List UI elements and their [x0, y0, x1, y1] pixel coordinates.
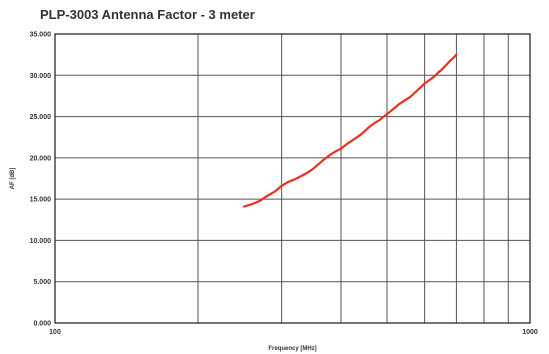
- series-line: [242, 53, 458, 208]
- y-axis-label: AF [dB]: [10, 168, 16, 190]
- x-tick-label: 100: [49, 329, 61, 336]
- y-tick-label: 25.000: [30, 114, 52, 121]
- chart-grid: [55, 34, 530, 323]
- y-tick-label: 30.000: [30, 73, 52, 80]
- series-layer: [242, 53, 458, 208]
- tick-labels: 0.000 5.000 10.000 15.000 20.000 25.000 30.000…: [30, 32, 538, 337]
- chart-title: PLP-3003 Antenna Factor - 3 meter: [40, 7, 255, 22]
- y-tick-label: 20.000: [30, 155, 52, 162]
- x-tick-label: 1000: [522, 329, 538, 336]
- plot-area: [54, 33, 531, 324]
- y-tick-label: 15.000: [30, 197, 52, 204]
- x-axis-label: Frequency [MHz]: [268, 346, 316, 352]
- y-tick-label: 35.000: [30, 32, 52, 39]
- y-tick-label: 5.000: [33, 279, 51, 286]
- y-tick-label: 0.000: [33, 321, 51, 328]
- y-tick-label: 10.000: [30, 238, 52, 245]
